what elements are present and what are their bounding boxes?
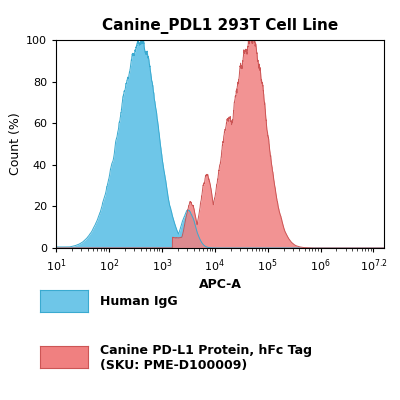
- X-axis label: APC-A: APC-A: [198, 278, 242, 291]
- Text: Human IgG: Human IgG: [100, 296, 178, 308]
- Y-axis label: Count (%): Count (%): [9, 113, 22, 175]
- Text: Canine PD-L1 Protein, hFc Tag
(SKU: PME-D100009): Canine PD-L1 Protein, hFc Tag (SKU: PME-…: [100, 344, 312, 372]
- Title: Canine_PDL1 293T Cell Line: Canine_PDL1 293T Cell Line: [102, 18, 338, 34]
